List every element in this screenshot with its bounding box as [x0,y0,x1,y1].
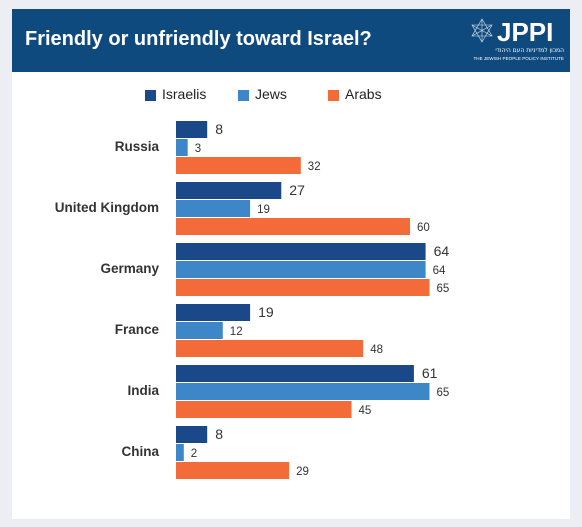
bar-germany-jews [176,261,426,278]
legend-label-jews: Jews [255,86,287,102]
value-label-china-arabs: 29 [296,466,309,478]
value-label-russia-arabs: 32 [308,161,321,173]
legend-label-israelis: Israelis [162,86,207,102]
bar-china-jews [176,444,184,461]
value-label-china-jews: 2 [191,448,197,460]
value-label-france-israelis: 19 [258,304,274,320]
value-label-united-kingdom-arabs: 60 [417,222,430,234]
header-banner: Friendly or unfriendly toward Israel? JP… [12,9,570,72]
value-label-france-jews: 12 [230,326,243,338]
bar-russia-jews [176,139,188,156]
bar-germany-arabs [176,279,430,296]
bar-india-jews [176,383,430,400]
chart-title: Friendly or unfriendly toward Israel? [25,28,372,50]
value-label-russia-jews: 3 [195,143,201,155]
category-label-germany: Germany [100,261,159,276]
bar-india-israelis [176,365,414,382]
category-label-united-kingdom: United Kingdom [55,200,159,215]
value-label-russia-israelis: 8 [215,121,223,137]
value-label-germany-jews: 64 [433,265,446,277]
bar-china-arabs [176,462,290,479]
value-label-china-israelis: 8 [215,426,223,442]
value-label-united-kingdom-jews: 19 [257,204,270,216]
logo-wordmark: JPPI [497,17,553,47]
bar-france-arabs [176,340,364,357]
value-label-germany-arabs: 65 [437,283,450,295]
logo-hebrew-line: המכון למדיניות העם היהודי [495,47,564,54]
bar-russia-israelis [176,121,208,138]
value-label-india-arabs: 45 [359,405,372,417]
bar-united-kingdom-jews [176,200,251,217]
value-label-france-arabs: 48 [370,344,383,356]
value-label-india-jews: 65 [437,387,450,399]
legend-label-arabs: Arabs [345,86,382,102]
value-label-india-israelis: 61 [422,365,438,381]
chart-card: Friendly or unfriendly toward Israel? JP… [12,9,570,519]
legend-swatch-arabs [328,90,339,101]
bar-russia-arabs [176,157,301,174]
bar-chart: Russia 8 3 32 United Kingdom 27 19 60 Germany 64 6… [55,121,450,479]
legend-swatch-israelis [145,90,156,101]
bar-india-arabs [176,401,352,418]
logo-subtitle: THE JEWISH PEOPLE POLICY INSTITUTE [473,56,564,61]
category-label-russia: Russia [115,139,160,154]
bar-united-kingdom-israelis [176,182,282,199]
chart-legend: Israelis Jews Arabs [12,85,570,107]
star-of-david-icon [471,18,493,43]
bar-germany-israelis [176,243,426,260]
category-label-india: India [127,383,159,398]
bar-china-israelis [176,426,208,443]
value-label-united-kingdom-israelis: 27 [289,182,305,198]
bar-united-kingdom-arabs [176,218,410,235]
category-label-france: France [115,322,160,337]
jppi-logo: JPPI המכון למדיניות העם היהודי THE JEWIS… [471,17,564,61]
value-label-germany-israelis: 64 [434,243,450,259]
legend-swatch-jews [238,90,249,101]
bar-france-jews [176,322,223,339]
bar-france-israelis [176,304,251,321]
category-label-china: China [121,444,159,459]
